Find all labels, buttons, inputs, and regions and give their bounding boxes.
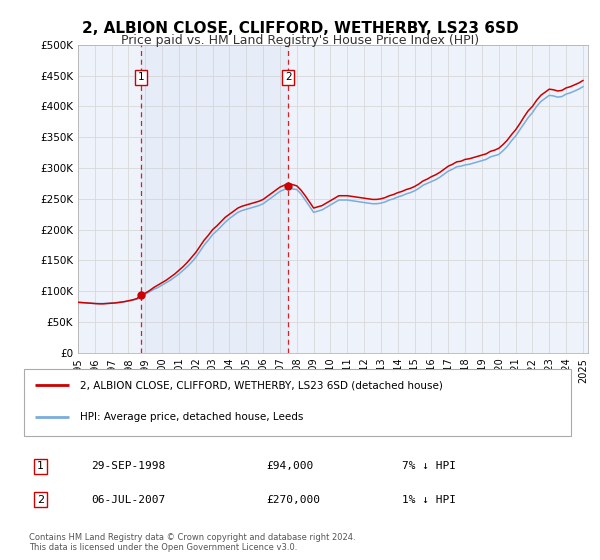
Bar: [23, 369, 571, 436]
Text: 1% ↓ HPI: 1% ↓ HPI: [401, 494, 455, 505]
Text: 2: 2: [37, 494, 44, 505]
Text: 06-JUL-2007: 06-JUL-2007: [91, 494, 166, 505]
Text: 7% ↓ HPI: 7% ↓ HPI: [401, 461, 455, 472]
Text: Price paid vs. HM Land Registry's House Price Index (HPI): Price paid vs. HM Land Registry's House …: [121, 34, 479, 46]
Text: 1: 1: [37, 461, 44, 472]
Bar: [141, 45, 289, 353]
Text: 2: 2: [285, 72, 292, 82]
Text: HPI: Average price, detached house, Leeds: HPI: Average price, detached house, Leed…: [80, 412, 304, 422]
Text: £94,000: £94,000: [266, 461, 313, 472]
Text: 2, ALBION CLOSE, CLIFFORD, WETHERBY, LS23 6SD (detached house): 2, ALBION CLOSE, CLIFFORD, WETHERBY, LS2…: [80, 380, 443, 390]
Text: Contains HM Land Registry data © Crown copyright and database right 2024.
This d: Contains HM Land Registry data © Crown c…: [29, 533, 356, 552]
Text: 29-SEP-1998: 29-SEP-1998: [91, 461, 166, 472]
Text: 2, ALBION CLOSE, CLIFFORD, WETHERBY, LS23 6SD: 2, ALBION CLOSE, CLIFFORD, WETHERBY, LS2…: [82, 21, 518, 36]
Text: £270,000: £270,000: [266, 494, 320, 505]
Text: 1: 1: [138, 72, 145, 82]
